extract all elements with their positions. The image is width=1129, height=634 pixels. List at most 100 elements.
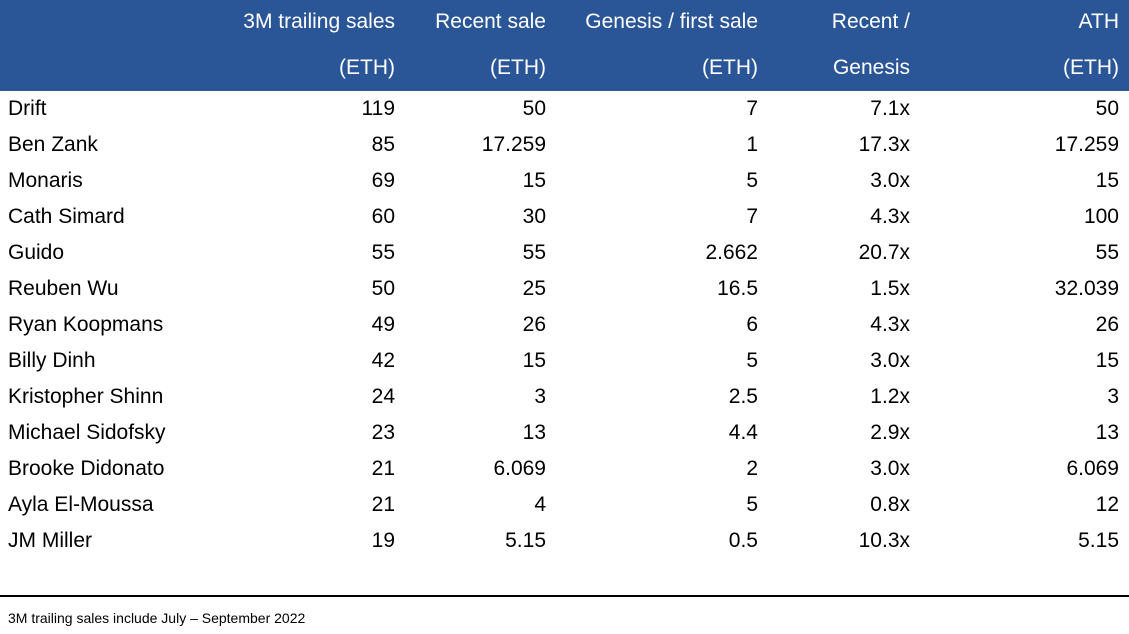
header-unit-ath: (ETH) bbox=[920, 44, 1129, 91]
table-row: Drift 119 50 7 7.1x 50 bbox=[0, 91, 1129, 127]
cell-3m-trailing-sales: 19 bbox=[371, 529, 395, 552]
table-row: Brooke Didonato 21 6.069 2 3.0x 6.069 bbox=[0, 451, 1129, 487]
header-unit-3m-trailing-sales: (ETH) bbox=[205, 44, 405, 91]
cell-ath: 15 bbox=[1095, 169, 1119, 192]
cell-recent-genesis-ratio: 0.8x bbox=[870, 493, 910, 516]
cell-artist-name: Reuben Wu bbox=[8, 277, 119, 300]
cell-3m-trailing-sales: 23 bbox=[371, 421, 395, 444]
cell-recent-sale: 30 bbox=[522, 205, 546, 228]
header-unit-artist bbox=[0, 44, 205, 91]
cell-artist-name: Billy Dinh bbox=[8, 349, 96, 372]
cell-recent-genesis-ratio: 17.3x bbox=[858, 133, 910, 156]
table-row: Billy Dinh 42 15 5 3.0x 15 bbox=[0, 343, 1129, 379]
cell-genesis-sale: 5 bbox=[746, 493, 758, 516]
table-row: Kristopher Shinn 24 3 2.5 1.2x 3 bbox=[0, 379, 1129, 415]
cell-genesis-sale: 0.5 bbox=[728, 529, 758, 552]
cell-recent-sale: 6.069 bbox=[493, 457, 546, 480]
cell-ath: 5.15 bbox=[1078, 529, 1119, 552]
header-row-1: 3M trailing sales Recent sale Genesis / … bbox=[0, 0, 1129, 44]
cell-ath: 32.039 bbox=[1054, 277, 1119, 300]
cell-ath: 15 bbox=[1095, 349, 1119, 372]
header-cell-recent-genesis: Recent / bbox=[768, 0, 920, 44]
artist-sales-table: 3M trailing sales Recent sale Genesis / … bbox=[0, 0, 1129, 559]
cell-3m-trailing-sales: 42 bbox=[371, 349, 395, 372]
cell-3m-trailing-sales: 55 bbox=[371, 241, 395, 264]
cell-ath: 26 bbox=[1095, 313, 1119, 336]
cell-genesis-sale: 7 bbox=[746, 205, 758, 228]
header-cell-3m-trailing-sales: 3M trailing sales bbox=[205, 0, 405, 44]
cell-recent-sale: 4 bbox=[534, 493, 546, 516]
cell-ath: 55 bbox=[1095, 241, 1119, 264]
cell-3m-trailing-sales: 69 bbox=[371, 169, 395, 192]
table-row: Monaris 69 15 5 3.0x 15 bbox=[0, 163, 1129, 199]
header-cell-recent-sale: Recent sale bbox=[405, 0, 556, 44]
cell-recent-genesis-ratio: 1.2x bbox=[870, 385, 910, 408]
footnote-divider bbox=[0, 595, 1129, 597]
cell-artist-name: Brooke Didonato bbox=[8, 457, 165, 480]
cell-ath: 12 bbox=[1095, 493, 1119, 516]
table-row: Guido 55 55 2.662 20.7x 55 bbox=[0, 235, 1129, 271]
cell-recent-genesis-ratio: 3.0x bbox=[870, 169, 910, 192]
cell-artist-name: Guido bbox=[8, 241, 65, 264]
cell-3m-trailing-sales: 85 bbox=[371, 133, 395, 156]
cell-artist-name: Ayla El-Moussa bbox=[8, 493, 154, 516]
cell-genesis-sale: 4.4 bbox=[728, 421, 758, 444]
table-header: 3M trailing sales Recent sale Genesis / … bbox=[0, 0, 1129, 91]
table-row: Ben Zank 85 17.259 1 17.3x 17.259 bbox=[0, 127, 1129, 163]
cell-recent-sale: 13 bbox=[522, 421, 546, 444]
cell-recent-sale: 3 bbox=[534, 385, 546, 408]
cell-artist-name: Monaris bbox=[8, 169, 83, 192]
table-row: Reuben Wu 50 25 16.5 1.5x 32.039 bbox=[0, 271, 1129, 307]
cell-recent-sale: 15 bbox=[522, 169, 546, 192]
cell-3m-trailing-sales: 21 bbox=[371, 493, 395, 516]
cell-recent-genesis-ratio: 10.3x bbox=[858, 529, 910, 552]
cell-recent-sale: 55 bbox=[522, 241, 546, 264]
cell-recent-genesis-ratio: 4.3x bbox=[870, 313, 910, 336]
cell-ath: 6.069 bbox=[1066, 457, 1119, 480]
cell-recent-sale: 25 bbox=[522, 277, 546, 300]
cell-genesis-sale: 5 bbox=[746, 349, 758, 372]
cell-ath: 50 bbox=[1095, 97, 1119, 120]
table-row: Cath Simard 60 30 7 4.3x 100 bbox=[0, 199, 1129, 235]
cell-artist-name: Michael Sidofsky bbox=[8, 421, 166, 444]
header-cell-genesis-first-sale: Genesis / first sale bbox=[556, 0, 768, 44]
cell-3m-trailing-sales: 119 bbox=[361, 97, 395, 120]
table-row: Ayla El-Moussa 21 4 5 0.8x 12 bbox=[0, 487, 1129, 523]
cell-3m-trailing-sales: 21 bbox=[371, 457, 395, 480]
cell-recent-genesis-ratio: 20.7x bbox=[858, 241, 910, 264]
cell-genesis-sale: 5 bbox=[746, 169, 758, 192]
cell-recent-genesis-ratio: 1.5x bbox=[870, 277, 910, 300]
cell-3m-trailing-sales: 60 bbox=[371, 205, 395, 228]
sales-table-container: 3M trailing sales Recent sale Genesis / … bbox=[0, 0, 1129, 559]
cell-3m-trailing-sales: 49 bbox=[371, 313, 395, 336]
cell-artist-name: JM Miller bbox=[8, 529, 92, 552]
cell-ath: 17.259 bbox=[1054, 133, 1119, 156]
cell-artist-name: Ben Zank bbox=[8, 133, 98, 156]
cell-genesis-sale: 16.5 bbox=[717, 277, 758, 300]
cell-ath: 13 bbox=[1095, 421, 1119, 444]
cell-recent-sale: 15 bbox=[522, 349, 546, 372]
cell-genesis-sale: 2.5 bbox=[728, 385, 758, 408]
cell-recent-genesis-ratio: 7.1x bbox=[870, 97, 910, 120]
cell-artist-name: Kristopher Shinn bbox=[8, 385, 164, 408]
header-cell-artist bbox=[0, 0, 205, 44]
header-unit-recent-genesis: Genesis bbox=[768, 44, 920, 91]
cell-3m-trailing-sales: 24 bbox=[371, 385, 395, 408]
cell-genesis-sale: 1 bbox=[746, 133, 758, 156]
cell-ath: 100 bbox=[1083, 205, 1119, 228]
cell-genesis-sale: 2.662 bbox=[705, 241, 758, 264]
header-unit-genesis-first-sale: (ETH) bbox=[556, 44, 768, 91]
table-body: Drift 119 50 7 7.1x 50 Ben Zank 85 17.259 1 17.3x 1… bbox=[0, 91, 1129, 559]
cell-artist-name: Cath Simard bbox=[8, 205, 125, 228]
header-unit-recent-sale: (ETH) bbox=[405, 44, 556, 91]
table-row: Ryan Koopmans 49 26 6 4.3x 26 bbox=[0, 307, 1129, 343]
cell-recent-sale: 26 bbox=[522, 313, 546, 336]
cell-genesis-sale: 6 bbox=[746, 313, 758, 336]
cell-recent-genesis-ratio: 4.3x bbox=[870, 205, 910, 228]
table-row: Michael Sidofsky 23 13 4.4 2.9x 13 bbox=[0, 415, 1129, 451]
cell-ath: 3 bbox=[1107, 385, 1119, 408]
cell-artist-name: Drift bbox=[8, 97, 47, 120]
cell-artist-name: Ryan Koopmans bbox=[8, 313, 164, 336]
header-cell-ath: ATH bbox=[920, 0, 1129, 44]
cell-3m-trailing-sales: 50 bbox=[371, 277, 395, 300]
